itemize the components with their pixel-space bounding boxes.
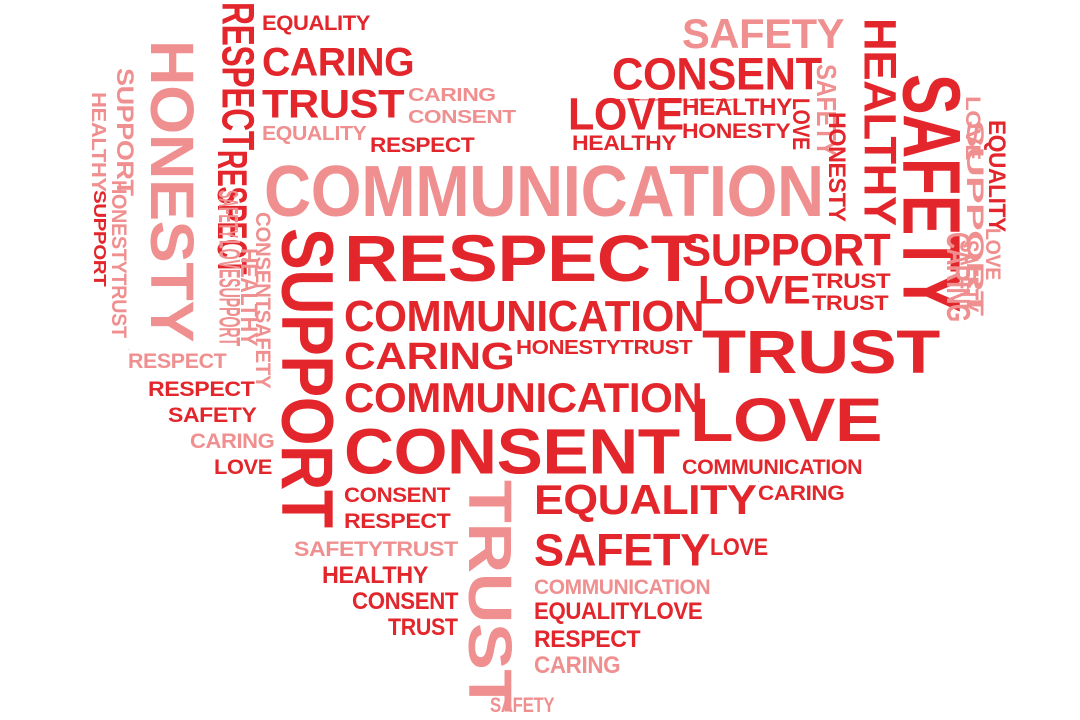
word-respect: RESPECT: [212, 2, 264, 151]
word-consent: CONSENT: [408, 106, 516, 128]
word-equalitylove: EQUALITYLOVE: [534, 598, 703, 625]
word-caring: CARING: [190, 428, 275, 453]
word-safety: SAFETY: [212, 190, 244, 239]
word-consent: CONSENT: [344, 416, 680, 488]
word-caring: CARING: [344, 335, 515, 378]
word-respect: RESPECT: [128, 350, 130, 351]
word-equality: EQUALITY: [534, 476, 757, 524]
word-trust: TRUST: [262, 81, 405, 127]
word-love: LOVE: [710, 534, 768, 561]
word-communication: COMMUNICATION: [264, 152, 824, 232]
word-caring: CARING: [758, 480, 845, 505]
word-honesty: HONESTY: [137, 40, 206, 343]
word-communication: COMMUNICATION: [344, 290, 705, 341]
word-support: SUPPORT: [90, 190, 110, 287]
word-equality: EQUALITY: [983, 120, 1010, 232]
word-caring: CARING: [939, 232, 977, 322]
word-trust: TRUST: [812, 290, 889, 315]
word-trust: TRUST: [812, 268, 891, 293]
word-caring: CARING: [408, 84, 496, 106]
word-communication: COMMUNICATION: [682, 454, 863, 479]
word-caring: CARING: [758, 482, 759, 483]
word-honestytrust: HONESTYTRUST: [107, 180, 132, 338]
word-love: LOVE: [787, 98, 814, 150]
word-safety: SAFETY: [682, 10, 845, 58]
word-love: LOVE: [690, 386, 883, 455]
word-consent: CONSENT: [352, 588, 459, 615]
word-communication: COMMUNICATION: [534, 574, 711, 599]
word-caring: CARING: [262, 39, 415, 85]
word-consent: CONSENT: [344, 482, 450, 507]
word-respect: RESPECT: [128, 348, 227, 373]
word-love: LOVE: [568, 88, 684, 140]
word-caring: CARING: [534, 652, 621, 679]
word-love: LOVE: [698, 267, 811, 313]
word-trust: TRUST: [388, 614, 458, 641]
word-trust: TRUST: [455, 480, 524, 712]
word-love: LOVE: [214, 454, 272, 479]
word-safety: SAFETY: [168, 402, 257, 427]
word-respect: RESPECT: [344, 508, 451, 533]
word-healthy: HEALTHY: [322, 562, 428, 589]
word-safety: SAFETY: [534, 524, 710, 576]
word-consent: CONSENT: [612, 48, 822, 100]
word-healthy: HEALTHY: [682, 94, 792, 121]
word-respect: RESPECT: [370, 132, 475, 157]
word-support: SUPPORT: [682, 224, 891, 276]
word-support: SUPPORT: [266, 228, 349, 528]
word-honesty: HONESTY: [682, 118, 791, 143]
word-healthy: HEALTHY: [572, 130, 677, 155]
word-honesty: HONESTY: [823, 112, 850, 222]
word-love: LOVE: [981, 228, 1006, 280]
word-honestytrust: HONESTYTRUST: [516, 336, 693, 359]
word-safety: SAFETY: [490, 692, 555, 717]
word-healthy: HEALTHY: [87, 92, 110, 192]
word-equality: EQUALITY: [262, 10, 371, 35]
word-safetytrust: SAFETYTRUST: [294, 536, 458, 561]
word-equality: EQUALITY: [262, 122, 367, 145]
word-healthy: HEALTHY: [612, 99, 741, 102]
word-respect: RESPECT: [534, 626, 641, 653]
word-trust: TRUST: [702, 318, 940, 387]
word-respect: RESPECT: [344, 222, 697, 296]
word-communication: COMMUNICATION: [344, 374, 703, 422]
word-support: SUPPORT: [111, 68, 138, 196]
word-respect: RESPECT: [148, 376, 255, 401]
